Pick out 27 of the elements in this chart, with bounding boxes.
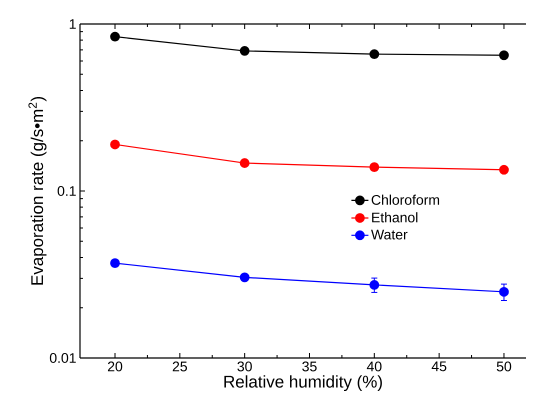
point [499, 164, 509, 175]
point [110, 258, 120, 268]
legend-label: Water [371, 230, 408, 240]
x-tick-label: 25 [172, 362, 188, 372]
x-tick-label: 20 [108, 362, 122, 372]
point [110, 32, 120, 42]
point [369, 49, 380, 60]
point [240, 272, 250, 282]
point [110, 140, 120, 150]
point [369, 162, 380, 172]
point [240, 46, 250, 56]
y-tick-label: 1 [70, 19, 76, 29]
legend-label: Ethanol [372, 212, 418, 222]
point [240, 158, 250, 168]
x-axis-title: Relative humidity (%) [224, 375, 382, 392]
x-tick-label: 40 [366, 362, 382, 372]
x-tick-label: 45 [432, 362, 446, 372]
point [499, 286, 509, 297]
x-tick-label: 50 [496, 362, 512, 372]
y-axis-title: Evaporation rate (g/s•m$^{2}$) [28, 97, 46, 285]
y-tick-label: 0.1 [58, 186, 76, 196]
legend-label: Chloroform [372, 194, 440, 205]
point [369, 280, 380, 290]
x-tick-label: 30 [237, 362, 252, 372]
y-tick-label: 0.01 [50, 353, 76, 363]
point [499, 50, 509, 60]
x-tick-label: 35 [302, 362, 317, 372]
